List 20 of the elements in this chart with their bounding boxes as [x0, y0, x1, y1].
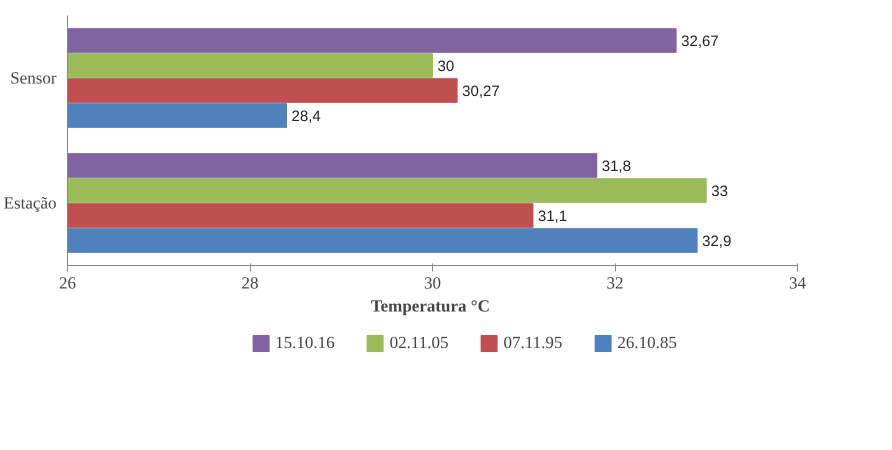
data-label: 28,4 — [292, 108, 321, 125]
legend-label: 15.10.16 — [275, 333, 335, 353]
x-axis-title: Temperatura °C — [370, 296, 490, 316]
data-label: 31,8 — [602, 158, 631, 175]
data-label: 33 — [711, 183, 728, 200]
legend-label: 07.11.95 — [504, 333, 562, 353]
data-label: 32,67 — [681, 33, 719, 50]
x-tick-label: 28 — [242, 274, 258, 292]
x-tick-label: 26 — [59, 274, 76, 292]
y-tick-label: Estação — [4, 194, 56, 212]
x-tick-label: 32 — [606, 274, 624, 292]
x-tick-label: 30 — [424, 274, 441, 292]
y-tick-label: Sensor — [10, 68, 57, 88]
legend-label: 02.11.05 — [390, 333, 448, 353]
data-label: 32,9 — [702, 233, 732, 250]
legend-label: 26.10.85 — [617, 333, 677, 353]
x-tick-label: 34 — [789, 274, 806, 292]
data-label: 30 — [438, 58, 454, 75]
data-label: 31,1 — [538, 208, 568, 225]
data-label: 30,27 — [462, 83, 500, 100]
